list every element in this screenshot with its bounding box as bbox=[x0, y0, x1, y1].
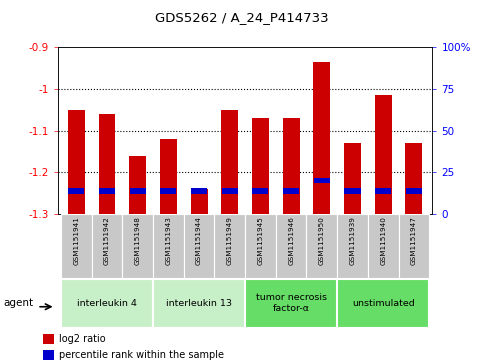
Bar bbox=[344, 143, 361, 214]
Bar bbox=[43, 334, 54, 344]
Text: GSM1151949: GSM1151949 bbox=[227, 216, 233, 265]
Text: interleukin 13: interleukin 13 bbox=[166, 299, 232, 307]
Bar bbox=[375, 95, 392, 214]
Bar bbox=[368, 214, 398, 278]
Text: GSM1151946: GSM1151946 bbox=[288, 216, 294, 265]
Bar bbox=[214, 214, 245, 278]
Bar bbox=[253, 188, 269, 194]
Text: GSM1151948: GSM1151948 bbox=[135, 216, 141, 265]
Text: GSM1151943: GSM1151943 bbox=[165, 216, 171, 265]
Bar bbox=[153, 214, 184, 278]
Text: GSM1151940: GSM1151940 bbox=[380, 216, 386, 265]
Bar bbox=[344, 188, 360, 194]
Bar bbox=[184, 214, 214, 278]
Text: interleukin 4: interleukin 4 bbox=[77, 299, 137, 307]
Bar bbox=[314, 178, 330, 183]
Bar bbox=[61, 214, 92, 278]
Text: GSM1151941: GSM1151941 bbox=[73, 216, 79, 265]
Bar bbox=[130, 188, 146, 194]
Text: GSM1151944: GSM1151944 bbox=[196, 216, 202, 265]
Text: GSM1151942: GSM1151942 bbox=[104, 216, 110, 265]
Text: agent: agent bbox=[4, 298, 34, 308]
Text: percentile rank within the sample: percentile rank within the sample bbox=[59, 350, 224, 360]
Bar bbox=[191, 188, 207, 194]
Bar bbox=[245, 279, 336, 327]
Text: GSM1151947: GSM1151947 bbox=[411, 216, 417, 265]
Bar bbox=[245, 214, 276, 278]
Bar bbox=[99, 114, 115, 214]
Bar bbox=[222, 188, 238, 194]
Bar bbox=[375, 188, 391, 194]
Text: GSM1151950: GSM1151950 bbox=[319, 216, 325, 265]
Bar bbox=[283, 188, 299, 194]
Bar bbox=[313, 62, 330, 214]
Text: GDS5262 / A_24_P414733: GDS5262 / A_24_P414733 bbox=[155, 11, 328, 24]
Text: log2 ratio: log2 ratio bbox=[59, 334, 106, 344]
Bar bbox=[99, 188, 115, 194]
Bar bbox=[398, 214, 429, 278]
Bar bbox=[337, 214, 368, 278]
Text: GSM1151939: GSM1151939 bbox=[350, 216, 355, 265]
Bar bbox=[43, 350, 54, 360]
Text: GSM1151945: GSM1151945 bbox=[257, 216, 263, 265]
Bar bbox=[221, 110, 238, 214]
Bar bbox=[68, 110, 85, 214]
Text: unstimulated: unstimulated bbox=[352, 299, 414, 307]
Bar bbox=[405, 143, 422, 214]
Bar bbox=[191, 189, 208, 214]
Text: tumor necrosis
factor-α: tumor necrosis factor-α bbox=[256, 293, 327, 313]
Bar bbox=[252, 118, 269, 214]
Bar bbox=[69, 188, 85, 194]
Bar bbox=[129, 156, 146, 214]
Bar bbox=[276, 214, 307, 278]
Bar bbox=[283, 118, 299, 214]
Bar bbox=[307, 214, 337, 278]
Bar bbox=[337, 279, 428, 327]
Bar bbox=[160, 139, 177, 214]
Bar bbox=[122, 214, 153, 278]
Bar bbox=[406, 188, 422, 194]
Bar bbox=[61, 279, 152, 327]
Bar bbox=[153, 279, 244, 327]
Bar bbox=[92, 214, 122, 278]
Bar bbox=[160, 188, 176, 194]
